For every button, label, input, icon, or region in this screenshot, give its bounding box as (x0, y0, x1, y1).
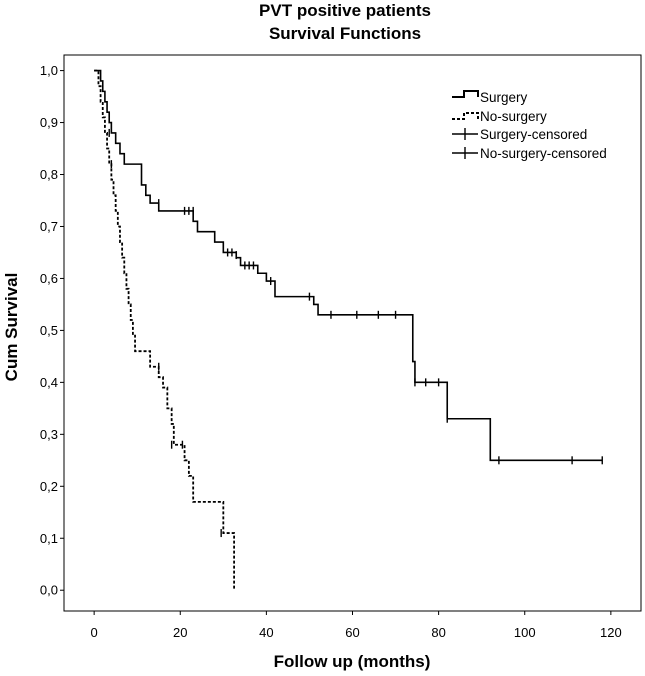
x-axis: 0 20 40 60 80 100 120 (91, 611, 622, 640)
y-axis-title: Cum Survival (2, 273, 21, 382)
y-tick-label: 0,3 (40, 427, 58, 442)
y-tick-label: 0,4 (40, 375, 58, 390)
chart-title-line-1: PVT positive patients (259, 1, 431, 20)
x-tick-label: 20 (173, 625, 187, 640)
legend-no-surgery-censored-label: No-surgery-censored (480, 146, 607, 161)
y-tick-label: 0,0 (40, 583, 58, 598)
y-tick-label: 0,5 (40, 323, 58, 338)
y-tick-label: 0,8 (40, 167, 58, 182)
y-tick-label: 0,7 (40, 219, 58, 234)
no-surgery-curve (94, 69, 235, 591)
x-tick-label: 60 (345, 625, 359, 640)
legend-no-surgery-swatch (452, 112, 479, 120)
y-axis: 0,0 0,1 0,2 0,3 0,4 0,5 0,6 0,7 0,8 0,9 1,0 (40, 63, 64, 598)
x-tick-label: 100 (514, 625, 536, 640)
y-tick-label: 0,6 (40, 271, 58, 286)
x-tick-label: 0 (91, 625, 98, 640)
legend-surgery-label: Surgery (480, 90, 528, 105)
legend-surgery-censored-label: Surgery-censored (480, 127, 587, 142)
surgery-curve (94, 69, 603, 462)
x-axis-title: Follow up (months) (274, 652, 431, 671)
legend-surgery-swatch (452, 90, 479, 98)
y-tick-label: 0,1 (40, 531, 58, 546)
x-tick-label: 40 (259, 625, 273, 640)
y-tick-label: 1,0 (40, 63, 58, 78)
legend: Surgery No-surgery Surgery-censored No-s… (452, 90, 607, 161)
y-tick-label: 0,9 (40, 115, 58, 130)
x-tick-label: 120 (600, 625, 622, 640)
y-tick-label: 0,2 (40, 479, 58, 494)
legend-no-surgery-label: No-surgery (480, 109, 547, 124)
series-layer (94, 69, 603, 591)
censor-layer (108, 128, 603, 538)
x-tick-label: 80 (431, 625, 445, 640)
chart-title-line-2: Survival Functions (269, 24, 421, 43)
